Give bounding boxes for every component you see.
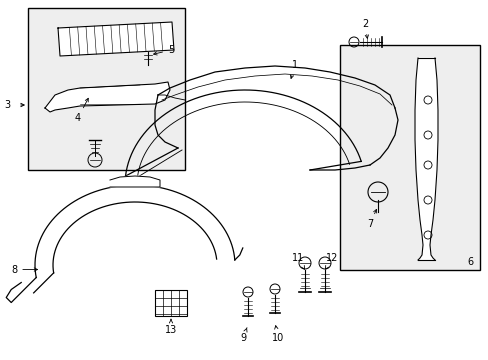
Polygon shape: [414, 58, 437, 260]
Text: 9: 9: [240, 328, 246, 343]
Bar: [155, 290, 186, 316]
Polygon shape: [45, 82, 170, 112]
Text: 10: 10: [271, 326, 284, 343]
Text: 11: 11: [291, 253, 304, 269]
Text: 13: 13: [164, 319, 177, 335]
Text: 3: 3: [4, 100, 10, 110]
Text: 1: 1: [290, 60, 298, 78]
Polygon shape: [110, 176, 160, 187]
Text: 2: 2: [361, 19, 368, 39]
Text: 5: 5: [153, 45, 174, 55]
Text: 7: 7: [366, 210, 376, 229]
Bar: [28, 8, 184, 170]
Text: 8: 8: [11, 265, 38, 275]
Text: 6: 6: [466, 257, 472, 267]
Bar: [339, 45, 479, 270]
Text: 4: 4: [75, 98, 88, 123]
Polygon shape: [58, 22, 174, 56]
Text: 12: 12: [325, 253, 338, 269]
